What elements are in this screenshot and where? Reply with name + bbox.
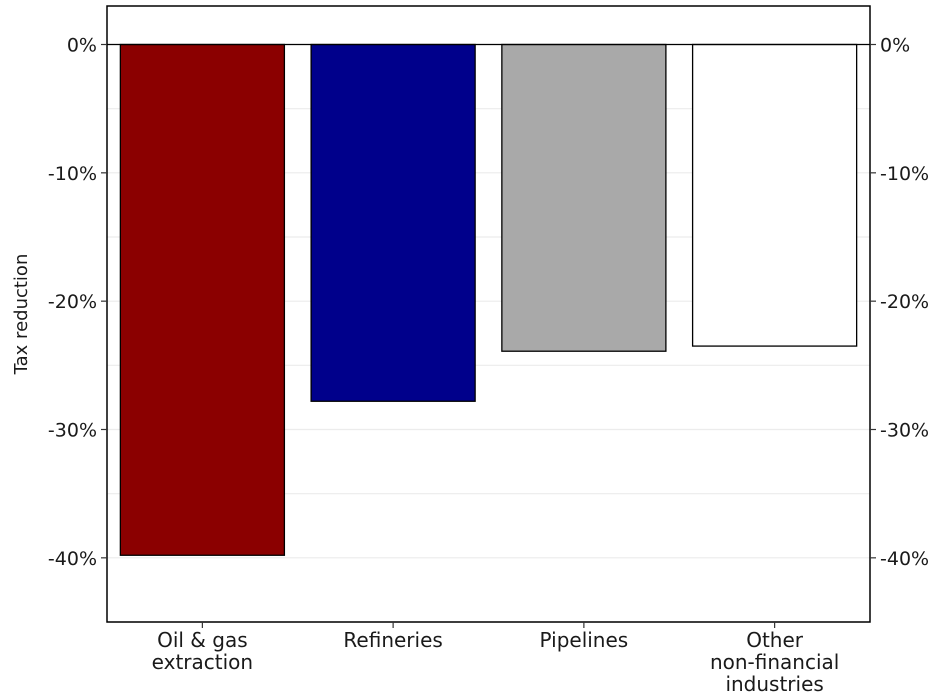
bar: [691, 43, 858, 347]
bar: [310, 43, 476, 402]
bar: [119, 43, 286, 556]
y-tick-label-left: 0%: [67, 35, 97, 57]
x-category-label: Other non-financial industries: [710, 628, 839, 694]
y-tick-label-left: -10%: [48, 163, 97, 185]
y-tick-label-right: -10%: [880, 163, 929, 185]
y-axis-right: 0% -10% -20% -30% -40%: [870, 35, 929, 570]
y-tick-label-left: -30%: [48, 420, 97, 442]
x-category-label: Pipelines: [540, 628, 629, 652]
y-tick-label-right: -40%: [880, 548, 929, 570]
bar: [501, 43, 667, 352]
bars: [119, 43, 858, 556]
y-tick-label-right: 0%: [880, 35, 910, 57]
y-tick-label-right: -30%: [880, 420, 929, 442]
y-axis-title: Tax reduction: [11, 254, 32, 376]
y-tick-label-left: -20%: [48, 291, 97, 313]
plot-panel-border: [106, 5, 871, 623]
x-category-label: Oil & gas extraction: [152, 628, 253, 674]
y-tick-label-right: -20%: [880, 291, 929, 313]
x-axis: Oil & gas extraction Refineries Pipelines Ot…: [152, 622, 839, 694]
y-tick-label-left: -40%: [48, 548, 97, 570]
y-axis-left: 0% -10% -20% -30% -40%: [48, 35, 107, 570]
x-category-label: Refineries: [343, 628, 442, 652]
